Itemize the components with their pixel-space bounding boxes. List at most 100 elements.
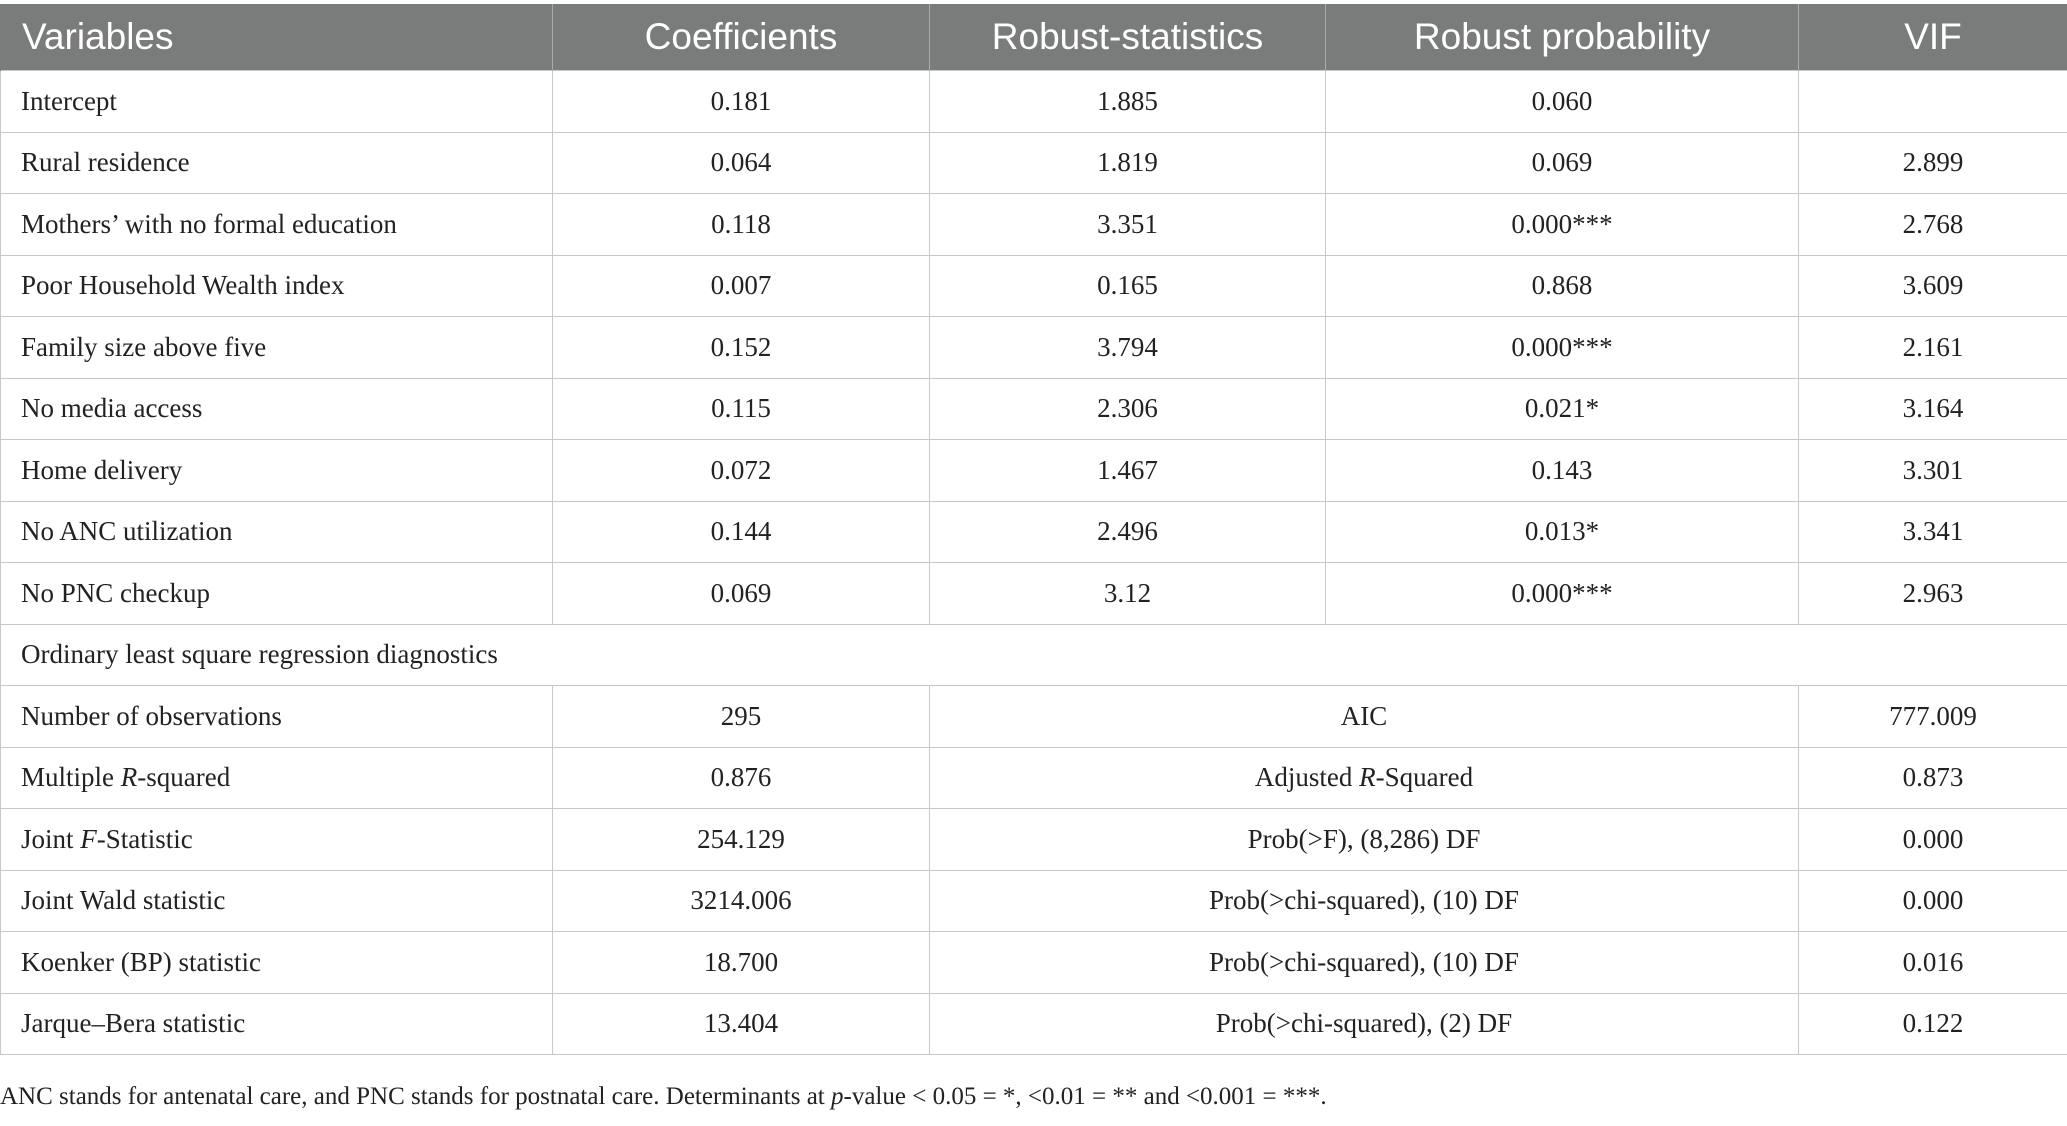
diagnostic-label: Multiple R-squared xyxy=(0,746,553,809)
table-row: Home delivery 0.072 1.467 0.143 3.301 xyxy=(0,439,2067,502)
diagnostic-test: Prob(>chi-squared), (2) DF xyxy=(929,992,1799,1055)
diagnostic-label: Joint F-Statistic xyxy=(0,808,553,871)
table-header: Variables Coefficients Robust-statistics… xyxy=(0,4,2067,71)
cell-robust-statistic: 1.467 xyxy=(929,439,1326,502)
footnote-suffix: -value < 0.05 = *, <0.01 = ** and <0.001… xyxy=(843,1083,1327,1110)
diagnostic-test-value: 0.873 xyxy=(1798,746,2067,809)
diagnostic-label-text: Joint Wald statistic xyxy=(21,885,226,916)
diagnostic-label: Number of observations xyxy=(0,685,553,748)
cell-robust-probability: 0.060 xyxy=(1325,70,1799,133)
cell-coefficient: 0.181 xyxy=(552,70,930,133)
diagnostic-value: 295 xyxy=(552,685,930,748)
diagnostic-test-text: Adjusted xyxy=(1254,762,1360,793)
cell-vif: 3.301 xyxy=(1798,439,2067,502)
cell-robust-statistic: 2.496 xyxy=(929,500,1326,563)
diagnostic-row: Number of observations 295 AIC 777.009 xyxy=(0,685,2067,748)
cell-vif: 3.341 xyxy=(1798,500,2067,563)
diagnostic-row: Joint Wald statistic 3214.006 Prob(>chi-… xyxy=(0,869,2067,932)
diagnostic-test-text: Prob(>chi-squared), (2) DF xyxy=(1215,1008,1513,1039)
cell-vif: 2.899 xyxy=(1798,131,2067,194)
diagnostic-label-suffix: -Statistic xyxy=(96,823,193,854)
cell-variable: Rural residence xyxy=(0,131,553,194)
cell-robust-statistic: 2.306 xyxy=(929,377,1326,440)
diagnostic-row: Jarque–Bera statistic 13.404 Prob(>chi-s… xyxy=(0,992,2067,1055)
cell-variable: Intercept xyxy=(0,70,553,133)
diagnostic-value: 0.876 xyxy=(552,746,930,809)
diagnostic-label-italic: R xyxy=(120,762,138,793)
cell-robust-probability: 0.000*** xyxy=(1325,193,1799,256)
cell-coefficient: 0.007 xyxy=(552,254,930,317)
table-row: Mothers’ with no formal education 0.118 … xyxy=(0,193,2067,256)
diagnostic-value: 13.404 xyxy=(552,992,930,1055)
diagnostic-label-suffix: -squared xyxy=(137,762,231,793)
diagnostic-test-value: 0.016 xyxy=(1798,931,2067,994)
diagnostic-test-value: 0.122 xyxy=(1798,992,2067,1055)
diagnostic-label-text: Multiple xyxy=(21,762,121,793)
table-row: No PNC checkup 0.069 3.12 0.000*** 2.963 xyxy=(0,562,2067,625)
cell-vif: 2.161 xyxy=(1798,316,2067,379)
footnote-italic: p xyxy=(831,1083,844,1110)
table-row: Poor Household Wealth index 0.007 0.165 … xyxy=(0,254,2067,317)
diagnostic-row: Joint F-Statistic 254.129 Prob(>F), (8,2… xyxy=(0,808,2067,871)
diagnostic-test-value: 777.009 xyxy=(1798,685,2067,748)
diagnostic-value: 18.700 xyxy=(552,931,930,994)
cell-vif: 2.768 xyxy=(1798,193,2067,256)
table-row: Intercept 0.181 1.885 0.060 xyxy=(0,70,2067,133)
diagnostic-test-italic: R xyxy=(1359,762,1376,793)
footnote-text: ANC stands for antenatal care, and PNC s… xyxy=(0,1083,831,1110)
diagnostic-test-value: 0.000 xyxy=(1798,869,2067,932)
cell-robust-probability: 0.021* xyxy=(1325,377,1799,440)
cell-vif: 3.609 xyxy=(1798,254,2067,317)
cell-vif: 2.963 xyxy=(1798,562,2067,625)
regression-table: Variables Coefficients Robust-statistics… xyxy=(0,4,2067,1055)
diagnostic-test-text: AIC xyxy=(1340,700,1388,731)
diagnostic-label: Joint Wald statistic xyxy=(0,869,553,932)
cell-variable: Home delivery xyxy=(0,439,553,502)
cell-coefficient: 0.118 xyxy=(552,193,930,256)
diagnostic-test: Adjusted R-Squared xyxy=(929,746,1799,809)
cell-coefficient: 0.152 xyxy=(552,316,930,379)
diagnostic-label-italic: F xyxy=(80,823,97,854)
header-variables: Variables xyxy=(0,4,553,71)
diagnostic-label: Koenker (BP) statistic xyxy=(0,931,553,994)
diagnostic-label: Jarque–Bera statistic xyxy=(0,992,553,1055)
cell-variable: No ANC utilization xyxy=(0,500,553,563)
cell-vif: 3.164 xyxy=(1798,377,2067,440)
diagnostic-test: Prob(>chi-squared), (10) DF xyxy=(929,869,1799,932)
header-robust-statistics: Robust-statistics xyxy=(929,4,1326,71)
diagnostic-test-value: 0.000 xyxy=(1798,808,2067,871)
diagnostic-label-text: Joint xyxy=(21,823,81,854)
cell-robust-statistic: 3.12 xyxy=(929,562,1326,625)
diagnostic-test-text: Prob(>chi-squared), (10) DF xyxy=(1209,946,1519,977)
cell-variable: No PNC checkup xyxy=(0,562,553,625)
diagnostic-test: Prob(>F), (8,286) DF xyxy=(929,808,1799,871)
cell-robust-statistic: 1.885 xyxy=(929,70,1326,133)
diagnostic-row: Koenker (BP) statistic 18.700 Prob(>chi-… xyxy=(0,931,2067,994)
diagnostic-label-text: Number of observations xyxy=(21,700,282,731)
cell-robust-probability: 0.000*** xyxy=(1325,316,1799,379)
regression-table-container: Variables Coefficients Robust-statistics… xyxy=(0,4,2067,1055)
diagnostic-test: Prob(>chi-squared), (10) DF xyxy=(929,931,1799,994)
cell-robust-probability: 0.000*** xyxy=(1325,562,1799,625)
table-row: Family size above five 0.152 3.794 0.000… xyxy=(0,316,2067,379)
cell-variable: Poor Household Wealth index xyxy=(0,254,553,317)
diagnostic-label-text: Koenker (BP) statistic xyxy=(21,946,261,977)
diagnostic-test-text: Prob(>chi-squared), (10) DF xyxy=(1209,885,1519,916)
diagnostic-row: Multiple R-squared 0.876 Adjusted R-Squa… xyxy=(0,746,2067,809)
cell-variable: No media access xyxy=(0,377,553,440)
cell-robust-probability: 0.069 xyxy=(1325,131,1799,194)
header-row: Variables Coefficients Robust-statistics… xyxy=(0,4,2067,71)
cell-coefficient: 0.115 xyxy=(552,377,930,440)
cell-coefficient: 0.144 xyxy=(552,500,930,563)
cell-coefficient: 0.064 xyxy=(552,131,930,194)
cell-variable: Family size above five xyxy=(0,316,553,379)
cell-robust-probability: 0.013* xyxy=(1325,500,1799,563)
table-body: Intercept 0.181 1.885 0.060 Rural reside… xyxy=(0,70,2067,1055)
cell-robust-probability: 0.868 xyxy=(1325,254,1799,317)
table-row: Rural residence 0.064 1.819 0.069 2.899 xyxy=(0,131,2067,194)
diagnostic-test-text: Prob(>F), (8,286) DF xyxy=(1247,823,1481,854)
table-footnote: ANC stands for antenatal care, and PNC s… xyxy=(0,1083,1327,1111)
diagnostics-title-row: Ordinary least square regression diagnos… xyxy=(0,623,2067,686)
diagnostics-title: Ordinary least square regression diagnos… xyxy=(0,623,2067,686)
diagnostic-label-text: Jarque–Bera statistic xyxy=(21,1008,246,1039)
